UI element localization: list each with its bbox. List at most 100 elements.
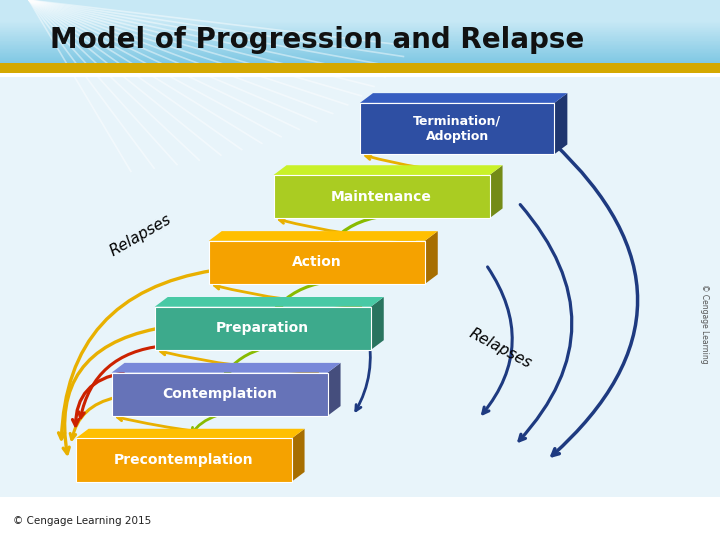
Bar xyxy=(0,19,720,20)
Bar xyxy=(0,27,720,28)
Bar xyxy=(0,37,720,38)
Bar xyxy=(0,55,720,56)
Bar xyxy=(0,11,720,12)
Text: Contemplation: Contemplation xyxy=(162,387,277,401)
Bar xyxy=(209,241,425,284)
Polygon shape xyxy=(209,231,438,241)
Bar xyxy=(0,53,720,55)
Bar xyxy=(274,175,490,218)
Text: Model of Progression and Relapse: Model of Progression and Relapse xyxy=(50,26,584,55)
Bar xyxy=(360,103,554,154)
Bar xyxy=(0,24,720,25)
Bar xyxy=(76,438,292,482)
Bar xyxy=(0,3,720,4)
Bar xyxy=(0,12,720,14)
Bar xyxy=(0,52,720,53)
Bar xyxy=(0,63,720,73)
Bar xyxy=(0,0,720,2)
Polygon shape xyxy=(155,297,384,307)
Bar xyxy=(0,28,720,29)
Bar xyxy=(0,62,720,63)
Text: Termination/
Adoption: Termination/ Adoption xyxy=(413,114,501,143)
Bar xyxy=(0,38,720,39)
Bar xyxy=(155,307,371,350)
Bar xyxy=(0,35,720,36)
Bar xyxy=(0,57,720,58)
Bar xyxy=(0,25,720,26)
Bar xyxy=(0,9,720,10)
Bar xyxy=(0,31,720,32)
Polygon shape xyxy=(328,363,341,416)
Bar xyxy=(0,64,720,65)
Bar xyxy=(0,15,720,16)
Bar xyxy=(0,56,720,57)
Bar xyxy=(0,54,720,55)
Bar xyxy=(0,17,720,18)
Bar xyxy=(0,42,720,43)
Bar xyxy=(0,19,720,21)
Bar xyxy=(0,65,720,497)
Bar xyxy=(0,44,720,45)
Bar xyxy=(0,0,720,1)
Bar xyxy=(0,25,720,26)
Text: Precontemplation: Precontemplation xyxy=(114,453,253,467)
Bar xyxy=(112,373,328,416)
Bar xyxy=(0,45,720,47)
Bar xyxy=(0,11,720,13)
Text: Action: Action xyxy=(292,255,342,269)
Bar xyxy=(0,8,720,10)
Bar xyxy=(0,33,720,35)
Bar xyxy=(0,4,720,5)
Bar xyxy=(0,36,720,37)
Polygon shape xyxy=(76,429,305,438)
Text: Relapses: Relapses xyxy=(107,211,174,259)
Bar xyxy=(0,39,720,40)
Bar xyxy=(0,8,720,9)
Bar xyxy=(0,73,720,77)
Bar xyxy=(0,13,720,15)
Polygon shape xyxy=(112,363,341,373)
Bar xyxy=(0,32,720,33)
Text: Maintenance: Maintenance xyxy=(331,190,432,204)
Bar xyxy=(0,14,720,15)
Text: Preparation: Preparation xyxy=(216,321,310,335)
Bar xyxy=(0,32,720,34)
Bar xyxy=(0,56,720,58)
Polygon shape xyxy=(292,429,305,482)
Bar xyxy=(0,58,720,59)
Bar xyxy=(0,30,720,31)
Text: © Cengage Learning 2015: © Cengage Learning 2015 xyxy=(13,516,151,526)
Bar xyxy=(0,48,720,50)
Polygon shape xyxy=(490,165,503,218)
Bar xyxy=(0,22,720,23)
Polygon shape xyxy=(274,165,503,175)
Polygon shape xyxy=(371,297,384,350)
Text: Relapses: Relapses xyxy=(467,326,534,371)
Bar xyxy=(0,16,720,17)
Bar xyxy=(0,51,720,53)
Bar xyxy=(0,35,720,36)
Bar xyxy=(0,23,720,24)
Bar xyxy=(0,50,720,51)
Bar xyxy=(0,5,720,6)
Bar xyxy=(0,6,720,8)
Bar xyxy=(0,38,720,40)
Bar xyxy=(0,47,720,49)
Bar xyxy=(0,2,720,3)
Bar xyxy=(0,29,720,31)
Bar xyxy=(0,40,720,42)
Bar xyxy=(0,51,720,52)
Bar xyxy=(0,61,720,62)
Bar xyxy=(0,10,720,11)
Polygon shape xyxy=(425,231,438,284)
Bar xyxy=(0,26,720,28)
Bar xyxy=(0,16,720,18)
Bar xyxy=(0,45,720,46)
Bar xyxy=(0,63,720,64)
Polygon shape xyxy=(360,93,567,103)
Bar xyxy=(0,29,720,30)
Bar xyxy=(0,21,720,22)
Bar xyxy=(0,42,720,44)
Bar xyxy=(0,60,720,62)
Bar xyxy=(0,41,720,42)
